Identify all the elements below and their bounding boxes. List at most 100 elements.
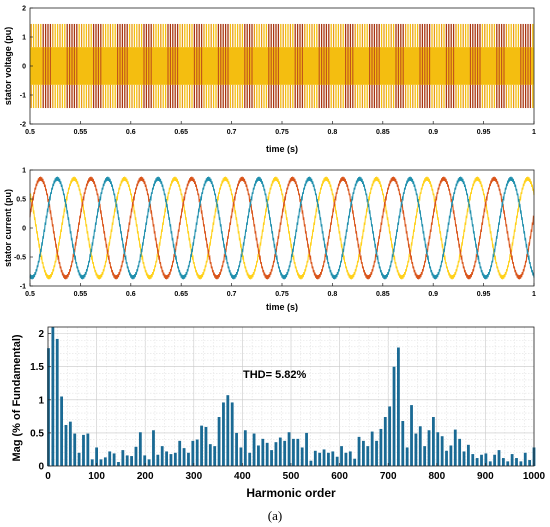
current-y-ticks: -1 -0.5 0 0.5 1 bbox=[14, 167, 33, 290]
harmonic-bar bbox=[86, 433, 90, 466]
harmonic-bar bbox=[484, 453, 488, 466]
harmonic-bar bbox=[436, 432, 440, 466]
x-tick-label: 0.65 bbox=[174, 129, 188, 136]
x-tick-label: 500 bbox=[283, 471, 300, 482]
y-tick-label: -0.5 bbox=[14, 254, 26, 261]
harmonic-bar bbox=[510, 454, 514, 466]
harmonic-y-label: Mag (% of Fundamental) bbox=[11, 334, 23, 461]
y-tick-label: 1.5 bbox=[30, 362, 44, 373]
harmonic-bar bbox=[488, 461, 492, 466]
harmonic-bar bbox=[392, 366, 396, 466]
x-tick-label: 0.6 bbox=[126, 129, 136, 136]
voltage-x-ticks: 0.5 0.55 0.6 0.65 0.7 0.75 0.8 0.85 0.9 0.95 1 bbox=[25, 121, 536, 136]
y-tick-label: 0 bbox=[22, 225, 26, 232]
harmonic-bar bbox=[60, 396, 64, 466]
x-tick-label: 0.9 bbox=[428, 129, 438, 136]
harmonic-bar bbox=[445, 450, 448, 466]
harmonic-bar bbox=[173, 452, 177, 466]
harmonic-bar bbox=[515, 458, 518, 466]
current-plot-area bbox=[30, 170, 534, 286]
harmonic-bar bbox=[506, 461, 510, 466]
harmonic-bar bbox=[453, 429, 457, 466]
y-tick-label: 0.5 bbox=[16, 196, 26, 203]
harmonic-bar bbox=[366, 446, 370, 466]
x-tick-label: 1000 bbox=[523, 471, 546, 482]
harmonic-bar bbox=[125, 455, 129, 466]
y-tick-label: 1 bbox=[22, 167, 26, 174]
y-tick-label: -2 bbox=[20, 121, 26, 128]
harmonic-bar bbox=[497, 450, 501, 466]
harmonic-x-ticks: 0 100 200 300 400 500 600 700 800 900 1000 bbox=[45, 463, 546, 482]
harmonic-bar bbox=[519, 461, 523, 466]
current-y-label: stator current (pu) bbox=[3, 189, 13, 267]
x-tick-label: 0.7 bbox=[227, 291, 237, 298]
y-tick-label: -1 bbox=[20, 283, 26, 290]
harmonic-bar bbox=[318, 452, 322, 466]
harmonic-bar bbox=[64, 424, 68, 466]
harmonic-bar bbox=[287, 432, 291, 466]
harmonic-bar bbox=[370, 431, 374, 466]
voltage-pwm-signal bbox=[30, 23, 534, 109]
y-tick-label: 2 bbox=[38, 329, 44, 340]
harmonic-bar bbox=[292, 438, 295, 466]
harmonic-bar bbox=[388, 406, 392, 466]
x-tick-label: 0.95 bbox=[477, 129, 491, 136]
x-tick-label: 600 bbox=[331, 471, 348, 482]
harmonic-bar bbox=[335, 456, 339, 466]
harmonic-bar bbox=[82, 434, 85, 466]
harmonic-bar bbox=[309, 460, 313, 466]
harmonic-bar bbox=[427, 430, 431, 466]
harmonic-bar bbox=[165, 451, 168, 466]
harmonic-bar bbox=[379, 428, 383, 466]
harmonic-bar bbox=[296, 438, 300, 466]
harmonic-bar bbox=[117, 462, 120, 466]
harmonic-bar bbox=[47, 348, 50, 466]
current-x-ticks: 0.5 0.55 0.6 0.65 0.7 0.75 0.8 0.85 0.9 0.95 1 bbox=[25, 283, 536, 298]
x-tick-label: 0.5 bbox=[25, 129, 35, 136]
x-tick-label: 900 bbox=[477, 471, 494, 482]
harmonic-bar bbox=[401, 420, 405, 466]
harmonic-bar bbox=[178, 440, 182, 466]
harmonic-bar bbox=[213, 446, 217, 466]
harmonic-bar bbox=[68, 421, 72, 466]
harmonic-panel: 0 100 200 300 400 500 600 700 800 900 1000 0 0.5 1 1.… bbox=[11, 326, 546, 500]
harmonic-bar bbox=[462, 451, 466, 466]
current-phase-line-2 bbox=[29, 176, 535, 280]
current-phase-line-3 bbox=[29, 176, 535, 280]
x-tick-label: 0.65 bbox=[174, 291, 188, 298]
harmonic-bar bbox=[331, 451, 335, 466]
x-tick-label: 0.8 bbox=[328, 291, 338, 298]
harmonic-bar bbox=[274, 442, 278, 466]
pwm-core-band bbox=[30, 47, 534, 85]
harmonic-bar bbox=[143, 455, 147, 466]
harmonic-bar bbox=[410, 405, 413, 466]
harmonic-bar bbox=[449, 445, 453, 466]
figure-canvas: 0.5 0.55 0.6 0.65 0.7 0.75 0.8 0.85 0.9 0.95 1 -2-… bbox=[3, 5, 546, 500]
figure-caption: (a) bbox=[267, 508, 283, 523]
harmonic-bar bbox=[501, 458, 505, 466]
current-phase-line-1 bbox=[29, 176, 535, 280]
harmonic-bar bbox=[348, 451, 352, 466]
harmonic-bar bbox=[138, 432, 142, 466]
x-tick-label: 0.75 bbox=[275, 129, 289, 136]
harmonic-x-label: Harmonic order bbox=[246, 486, 336, 500]
harmonic-bar bbox=[375, 440, 378, 466]
harmonic-bar bbox=[103, 457, 107, 466]
harmonic-bar bbox=[480, 454, 483, 466]
x-tick-label: 800 bbox=[428, 471, 445, 482]
x-tick-label: 0.8 bbox=[328, 129, 338, 136]
y-tick-label: 0 bbox=[38, 462, 44, 473]
harmonic-bar bbox=[204, 426, 208, 466]
y-tick-label: 2 bbox=[22, 5, 26, 12]
harmonic-bar bbox=[357, 436, 361, 466]
harmonic-bar bbox=[340, 446, 343, 466]
x-tick-label: 0.55 bbox=[74, 291, 88, 298]
harmonic-bars bbox=[47, 327, 536, 466]
voltage-y-ticks: -2 -1 0 1 2 bbox=[20, 5, 33, 128]
x-tick-label: 0.6 bbox=[126, 291, 136, 298]
x-tick-label: 0.55 bbox=[74, 129, 88, 136]
harmonic-bar bbox=[414, 433, 418, 466]
harmonic-bar bbox=[243, 430, 247, 466]
harmonic-bar bbox=[187, 452, 190, 466]
voltage-panel: 0.5 0.55 0.6 0.65 0.7 0.75 0.8 0.85 0.9 0.95 1 -2-… bbox=[3, 5, 536, 154]
